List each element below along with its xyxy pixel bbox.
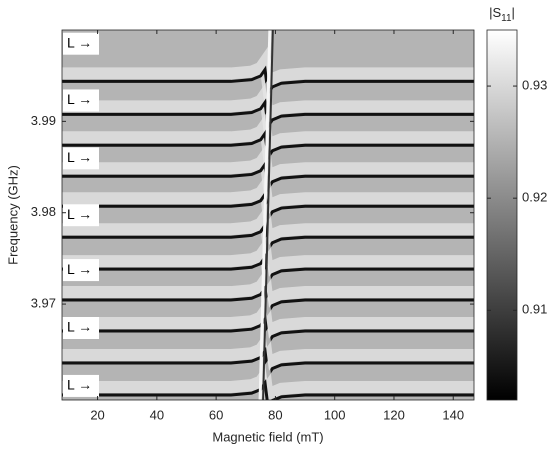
plot-area	[62, 30, 474, 400]
x-tick-label: 80	[268, 407, 282, 422]
annotation: L →	[67, 261, 92, 277]
annotation-box	[63, 259, 99, 282]
annotation-box	[63, 32, 99, 55]
colorbar-label-part: 11	[501, 13, 512, 24]
colorbar-label-part: |	[512, 5, 515, 20]
colorbar-label-part: |S	[489, 5, 501, 20]
annotation: L →	[67, 149, 92, 165]
colorbar-label: |S11|	[489, 5, 515, 23]
y-axis-label: Frequency (GHz)	[5, 165, 20, 265]
annotation: L →	[67, 206, 92, 222]
annotation-box	[63, 89, 99, 112]
y-tick-label: 3.97	[31, 296, 56, 311]
colorbar-tick-label: 0.91	[522, 302, 547, 317]
mode-line	[62, 379, 474, 400]
x-tick-label: 120	[383, 407, 405, 422]
y-tick-label: 3.99	[31, 113, 56, 128]
colorbar	[486, 29, 518, 401]
annotation: L →	[67, 34, 92, 50]
annotation: L →	[67, 319, 92, 335]
crossing-dark	[262, 30, 274, 400]
annotation-box	[63, 147, 99, 170]
annotation-box	[63, 204, 99, 227]
colorbar-tick-label: 0.93	[522, 77, 547, 92]
mode-line	[62, 65, 474, 98]
x-tick-label: 100	[324, 407, 346, 422]
x-axis-label: Magnetic field (mT)	[212, 429, 323, 444]
plot-frame	[61, 29, 475, 401]
y-tick-label: 3.98	[31, 204, 56, 219]
annotation-box	[63, 317, 99, 340]
colorbar-tick-label: 0.92	[522, 190, 547, 205]
x-tick-label: 40	[150, 407, 164, 422]
x-tick-label: 140	[442, 407, 464, 422]
annotation: L →	[67, 377, 92, 393]
crossing-light	[258, 30, 272, 400]
annotation: L →	[67, 91, 92, 107]
x-tick-label: 60	[209, 407, 223, 422]
x-tick-label: 20	[90, 407, 104, 422]
annotation-box	[63, 374, 99, 397]
